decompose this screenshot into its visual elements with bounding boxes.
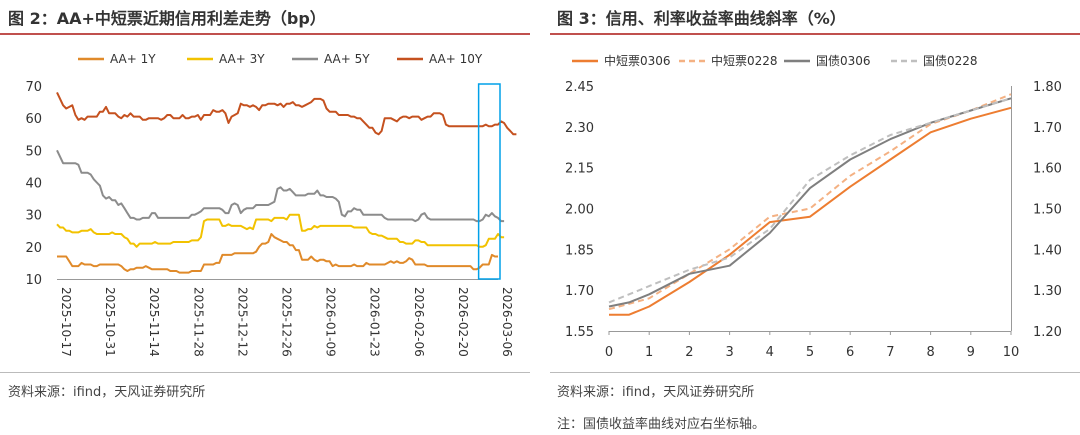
right-note: 注：国债收益率曲线对应右坐标轴。 [557,417,766,432]
left-panel-title: 图 2：AA+中短票近期信用利差走势（bp） [8,9,326,28]
right-title-rule [550,33,1080,35]
highlight-box [477,83,501,280]
y-tick-label: 10 [25,273,42,288]
y-tick-label: 20 [25,241,42,256]
x-tick-label: 2025-11-28 [191,287,205,357]
y-right-tick-label: 1.50 [1033,203,1062,218]
x-tick-label: 7 [886,345,894,360]
x-tick-label: 6 [846,345,854,360]
y-left-tick-label: 2.45 [565,80,594,95]
y-right-tick-label: 1.40 [1033,243,1062,258]
x-tick-label: 2026-01-23 [368,287,382,357]
x-tick-label: 1 [645,345,653,360]
y-left-tick-label: 2.00 [565,203,594,218]
y-tick-label: 50 [25,144,42,159]
y-left-tick-label: 2.30 [565,121,594,136]
series-line-1 [609,106,1012,316]
legend-label-3: 国债0306 [816,54,871,68]
y-tick-label: 40 [25,177,42,192]
x-tick-label: 5 [806,345,814,360]
x-tick-label: 3 [725,345,733,360]
left-source: 资料来源：ifind，天风证券研究所 [8,385,206,400]
x-tick-label: 10 [1003,345,1020,360]
x-tick-label: 0 [605,345,613,360]
legend-label-2: 中短票0228 [711,53,778,68]
x-tick-label: 2025-12-26 [280,287,294,357]
y-tick-label: 70 [25,80,42,95]
x-tick-label: 2 [685,345,693,360]
right-source: 资料来源：ifind，天风证券研究所 [557,385,755,400]
legend-label-4: 国债0228 [923,54,978,68]
legend-label-1: AA+ 1Y [110,52,156,66]
y-left-tick-label: 1.70 [565,284,594,299]
right-source-rule [550,372,1080,373]
y-left-tick-label: 1.85 [565,243,594,258]
series-line-1 [57,233,498,274]
y-tick-label: 60 [25,112,42,127]
spread-chart: AA+ 1Y AA+ 3Y AA+ 5Y AA+ 10Y 10 20 30 40 50 60 70 2… [25,52,517,357]
x-tick-label: 2026-02-06 [412,287,426,357]
y-left-tick-label: 1.55 [565,325,594,340]
y-tick-label: 30 [25,209,42,224]
x-tick-label: 8 [926,345,934,360]
series-line-4 [56,91,517,136]
x-tick-label: 2025-12-12 [235,287,249,357]
y-right-tick-label: 1.60 [1033,162,1062,177]
y-right-tick-label: 1.80 [1033,80,1062,95]
series-line-4 [608,97,1012,304]
legend-label-4: AA+ 10Y [429,52,483,66]
x-tick-label: 2025-10-17 [59,287,73,357]
series-line-3 [56,149,505,223]
y-left-tick-label: 2.15 [565,162,594,177]
y-right-tick-label: 1.30 [1033,284,1062,299]
series-line-2 [56,213,505,248]
x-tick-label: 2026-01-09 [324,287,338,357]
legend-label-1: 中短票0306 [604,53,671,68]
x-tick-label: 2026-02-20 [456,287,470,357]
x-tick-label: 2025-10-31 [103,287,117,357]
left-title-rule [0,33,530,35]
x-tick-label: 4 [766,345,774,360]
left-source-rule [0,372,530,373]
yield-curve-chart: 中短票0306 中短票0228 国债0306 国债0228 1.55 1.70 1.85 2.… [565,53,1062,360]
series-line-2 [608,93,1012,311]
x-tick-label: 2025-11-14 [147,287,161,357]
legend-label-2: AA+ 3Y [219,52,265,66]
y-right-tick-label: 1.70 [1033,121,1062,136]
x-tick-label: 2026-03-06 [500,287,514,357]
series-line-3 [608,97,1012,308]
x-tick-label: 9 [967,345,975,360]
y-right-tick-label: 1.20 [1033,325,1062,340]
legend-label-3: AA+ 5Y [324,52,370,66]
right-panel-title: 图 3：信用、利率收益率曲线斜率（%） [557,9,846,28]
